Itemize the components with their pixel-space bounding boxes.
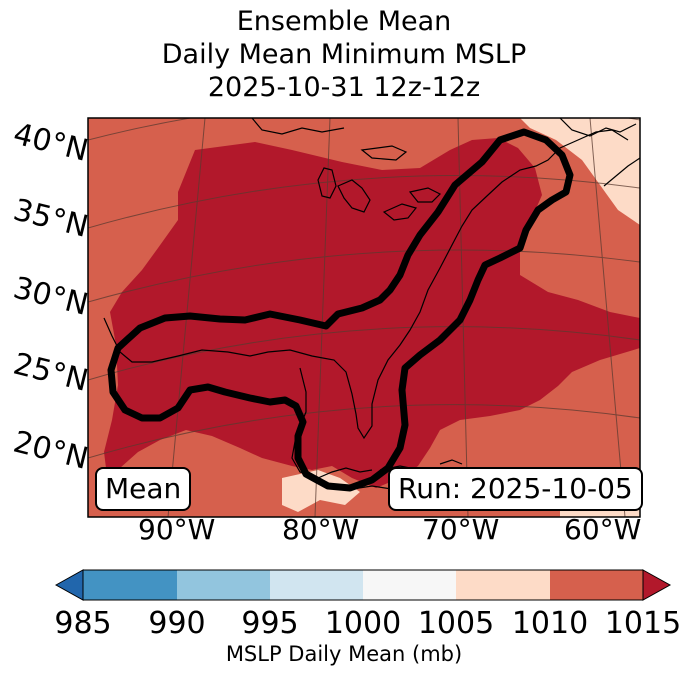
colorbar-tick-990: 990 xyxy=(148,606,206,641)
colorbar-segment-985-990 xyxy=(83,570,177,600)
run-date-badge: Run: 2025-10-05 xyxy=(388,467,643,511)
title-line-2: Daily Mean Minimum MSLP xyxy=(161,39,527,70)
colorbar-segment-995-1000 xyxy=(270,570,363,600)
colorbar-label: MSLP Daily Mean (mb) xyxy=(225,642,463,666)
colorbar-tick-1005: 1005 xyxy=(417,606,495,641)
mslp-contour-outline xyxy=(107,128,574,492)
mslp-field-over-1015 xyxy=(104,138,640,488)
lon-label-80w: 80°W xyxy=(282,513,360,546)
colorbar-under-triangle xyxy=(54,569,84,601)
title-line-3: 2025-10-31 12z-12z xyxy=(207,72,481,103)
title-line-1: Ensemble Mean xyxy=(236,6,452,37)
colorbar-segment-990-995 xyxy=(177,570,270,600)
mslp-field-1005-1010-northeast xyxy=(520,118,640,225)
mean-badge: Mean xyxy=(95,467,192,511)
colorbar xyxy=(54,569,672,601)
colorbar-tick-1010: 1010 xyxy=(511,606,589,641)
map-frame xyxy=(87,117,641,518)
colorbar-over-triangle xyxy=(642,569,672,601)
lon-label-90w: 90°W xyxy=(138,513,216,546)
graticule xyxy=(88,118,640,517)
colorbar-tick-995: 995 xyxy=(241,606,299,641)
colorbar-tick-1015: 1015 xyxy=(604,606,682,641)
colorbar-tick-1000: 1000 xyxy=(324,606,402,641)
lon-label-60w: 60°W xyxy=(564,513,642,546)
colorbar-segment-1000-1005 xyxy=(363,570,456,600)
colorbar-segment-1010-1015 xyxy=(550,570,643,600)
lon-label-70w: 70°W xyxy=(422,513,500,546)
colorbar-tick-985: 985 xyxy=(54,606,112,641)
mslp-field-1005-1010-caribbean xyxy=(282,470,360,512)
colorbar-segment-1005-1010 xyxy=(456,570,550,600)
